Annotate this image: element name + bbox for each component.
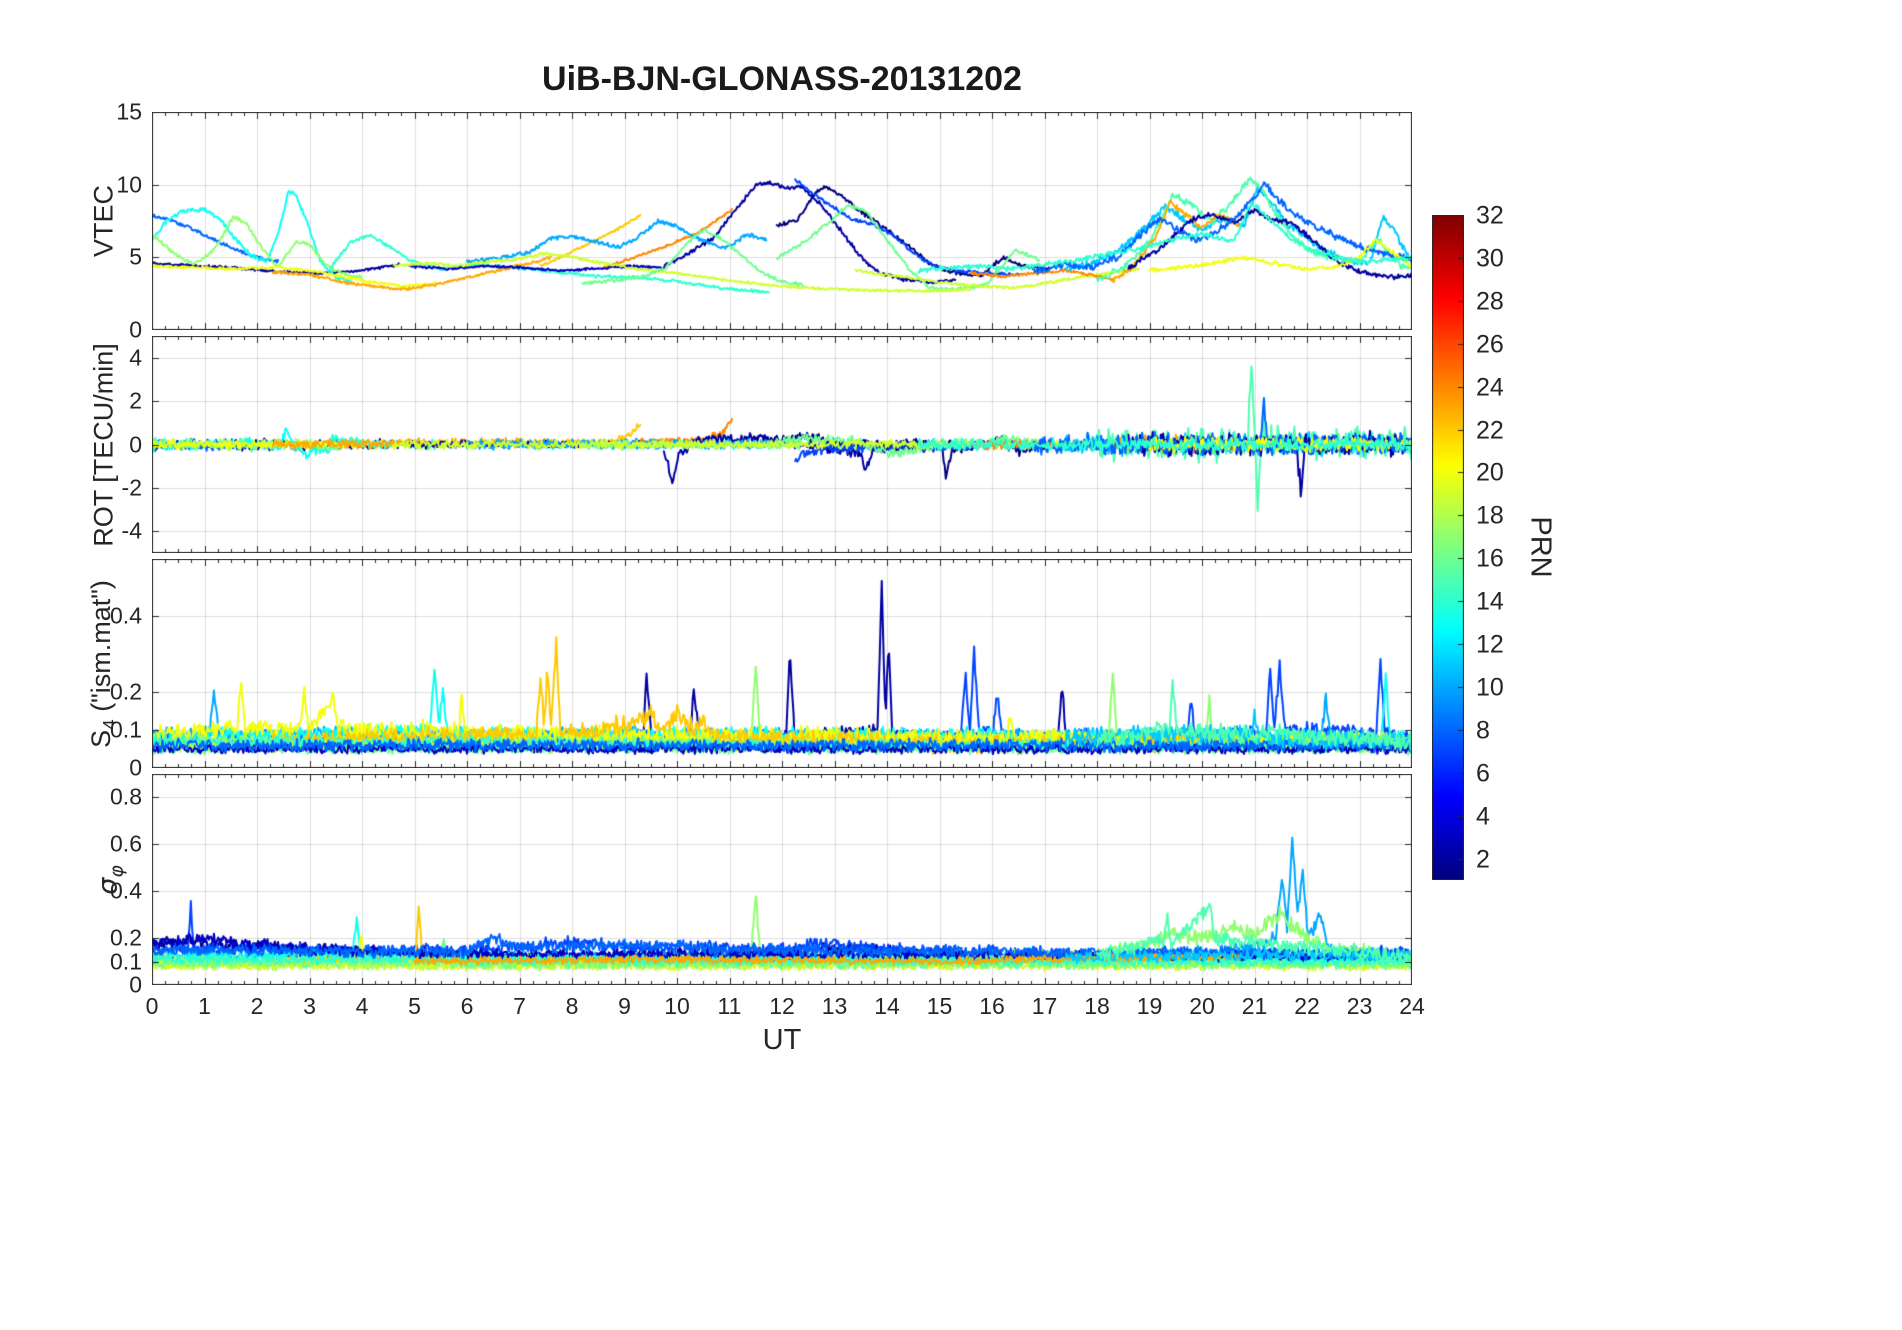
s4-y-tick-label: 0.1 [110, 716, 142, 743]
colorbar-tick-label: 4 [1476, 802, 1490, 830]
colorbar-tick-label: 14 [1476, 587, 1504, 615]
colorbar-tick-label: 6 [1476, 759, 1490, 787]
sigma_phi-panel-plot [152, 774, 1412, 985]
x-tick-label: 6 [460, 993, 474, 1019]
chart-title: UiB-BJN-GLONASS-20131202 [542, 60, 1022, 98]
rot-y-tick-label: -2 [121, 474, 142, 501]
y-axis-label-rot: ROT [TECU/min] [89, 343, 120, 547]
x-tick-label: 9 [618, 993, 631, 1019]
sigma_phi-y-tick-label: 0.6 [110, 830, 142, 857]
rot-panel-plot [152, 336, 1412, 553]
vtec-y-tick-label: 0 [129, 316, 142, 343]
x-tick-label: 13 [821, 993, 848, 1019]
rot-y-tick-label: -4 [121, 517, 142, 544]
prn-colorbar [1432, 215, 1464, 880]
s4-y-tick-label: 0.2 [110, 678, 142, 705]
x-tick-label: 12 [769, 993, 795, 1019]
x-tick-label: 18 [1084, 993, 1110, 1019]
sigma_phi-y-tick-label: 0.8 [110, 783, 142, 810]
sigma_phi-y-tick-label: 0 [129, 971, 142, 998]
vtec-panel-plot [152, 112, 1412, 330]
x-tick-label: 17 [1031, 993, 1058, 1019]
x-tick-label: 1 [198, 993, 211, 1019]
x-tick-label: 5 [408, 993, 421, 1019]
x-tick-label: 20 [1189, 993, 1215, 1019]
x-tick-label: 23 [1346, 993, 1373, 1019]
x-tick-label: 16 [979, 993, 1005, 1019]
rot-y-tick-label: 0 [129, 431, 142, 457]
x-tick-label: 24 [1399, 993, 1425, 1019]
x-tick-label: 0 [145, 993, 159, 1019]
colorbar-tick-label: 2 [1476, 845, 1490, 873]
x-tick-label: 19 [1136, 993, 1163, 1019]
x-tick-label: 22 [1294, 993, 1320, 1019]
colorbar-tick-label: 20 [1476, 458, 1504, 486]
s4-y-tick-label: 0 [129, 754, 142, 781]
colorbar-tick-label: 8 [1476, 716, 1490, 744]
y-axis-label-vtec: VTEC [89, 185, 120, 257]
x-tick-label: 10 [664, 993, 690, 1019]
rot-y-tick-label: 4 [129, 344, 142, 371]
x-tick-label: 15 [926, 993, 953, 1019]
vtec-y-tick-label: 15 [116, 98, 142, 125]
y-axis-label-phi: φ [105, 865, 128, 878]
x-tick-label: 3 [303, 993, 316, 1019]
sigma_phi-y-tick-label: 0.1 [110, 948, 142, 975]
rot-y-tick-label: 2 [129, 387, 142, 414]
colorbar-label: PRN [1524, 516, 1557, 578]
sigma_phi-y-tick-label: 0.2 [110, 924, 142, 951]
vtec-y-tick-label: 5 [129, 243, 142, 270]
colorbar-tick-label: 12 [1476, 630, 1504, 658]
y-axis-label-vtec-text: VTEC [88, 184, 119, 258]
colorbar-tick-label: 30 [1476, 244, 1504, 272]
x-tick-label: 14 [874, 993, 900, 1019]
vtec-y-tick-label: 10 [116, 171, 142, 198]
x-axis-label: UT [762, 1024, 802, 1056]
colorbar-tick-label: 24 [1476, 373, 1504, 401]
colorbar-tick-label: 32 [1476, 201, 1504, 229]
colorbar-tick-label: 28 [1476, 287, 1504, 315]
s4-y-tick-label: 0.4 [110, 602, 142, 629]
colorbar-tick-label: 10 [1476, 673, 1504, 701]
x-tick-label: 21 [1241, 993, 1268, 1019]
colorbar-tick-label: 26 [1476, 330, 1504, 358]
y-axis-label-rot-text: ROT [TECU/min] [88, 343, 119, 547]
colorbar-tick-label: 22 [1476, 416, 1504, 444]
colorbar-tick-label: 18 [1476, 501, 1504, 529]
colorbar-tick-label: 16 [1476, 544, 1504, 572]
x-tick-label: 11 [717, 993, 742, 1019]
x-tick-label: 7 [513, 993, 526, 1019]
x-tick-label: 8 [565, 993, 579, 1019]
x-tick-label: 2 [250, 993, 264, 1019]
sigma_phi-y-tick-label: 0.4 [110, 877, 142, 904]
x-tick-label: 4 [355, 993, 369, 1019]
s4-panel-plot [152, 559, 1412, 768]
